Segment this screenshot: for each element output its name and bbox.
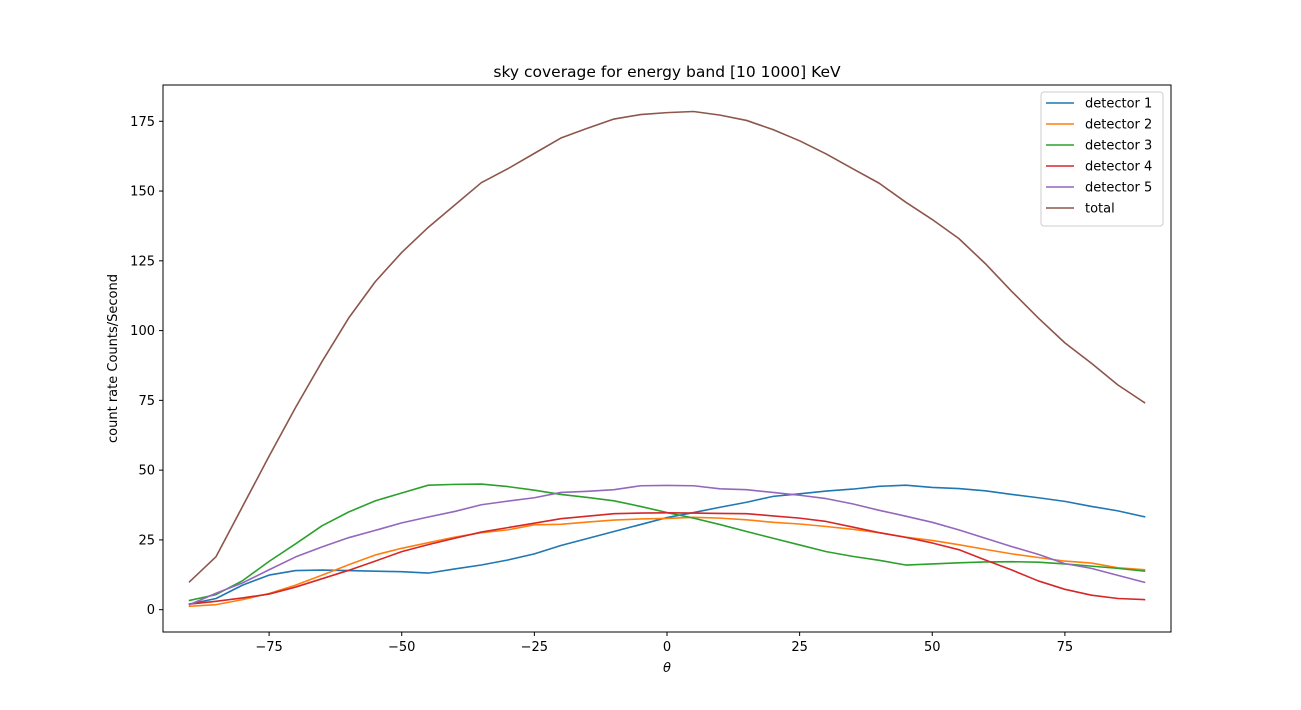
y-tick-label: 100 bbox=[130, 324, 155, 339]
y-tick-label: 0 bbox=[147, 603, 155, 618]
y-axis-label: count rate Counts/Second bbox=[106, 274, 121, 443]
series-line-4 bbox=[188, 512, 1146, 605]
series-line-3 bbox=[188, 483, 1146, 602]
y-tick-label: 75 bbox=[138, 394, 155, 409]
legend-label: detector 3 bbox=[1085, 139, 1152, 154]
legend-label: detector 5 bbox=[1085, 181, 1152, 196]
legend: detector 1 detector 2 detector 3 detector 4… bbox=[1040, 91, 1164, 227]
y-tick-label: 50 bbox=[138, 464, 155, 479]
x-axis-label: θ bbox=[663, 661, 671, 676]
series-line-6 bbox=[188, 110, 1146, 583]
legend-label: total bbox=[1085, 202, 1115, 217]
y-tick-label: 125 bbox=[130, 254, 155, 269]
y-tick-label: 175 bbox=[130, 115, 155, 130]
legend-box bbox=[1040, 91, 1164, 227]
x-tick-label: 75 bbox=[1057, 640, 1074, 655]
chart-title: sky coverage for energy band [10 1000] K… bbox=[493, 63, 841, 81]
legend-label: detector 1 bbox=[1085, 97, 1152, 112]
y-axis: 0 25 50 75 100 125 150 175 bbox=[130, 115, 163, 618]
x-axis: −75 −50 −25 0 25 50 75 bbox=[255, 632, 1073, 655]
x-tick-label: 25 bbox=[791, 640, 808, 655]
series-line-5 bbox=[188, 484, 1146, 606]
x-tick-label: −50 bbox=[388, 640, 415, 655]
x-tick-label: −75 bbox=[255, 640, 282, 655]
series-line-1 bbox=[188, 484, 1146, 606]
y-tick-label: 150 bbox=[130, 185, 155, 200]
series-line-2 bbox=[188, 516, 1146, 608]
legend-label: detector 2 bbox=[1085, 118, 1152, 133]
x-tick-label: 50 bbox=[924, 640, 941, 655]
legend-label: detector 4 bbox=[1085, 160, 1152, 175]
x-tick-label: −25 bbox=[521, 640, 548, 655]
y-tick-label: 25 bbox=[138, 533, 155, 548]
plot-series bbox=[188, 110, 1146, 608]
x-tick-label: 0 bbox=[663, 640, 671, 655]
